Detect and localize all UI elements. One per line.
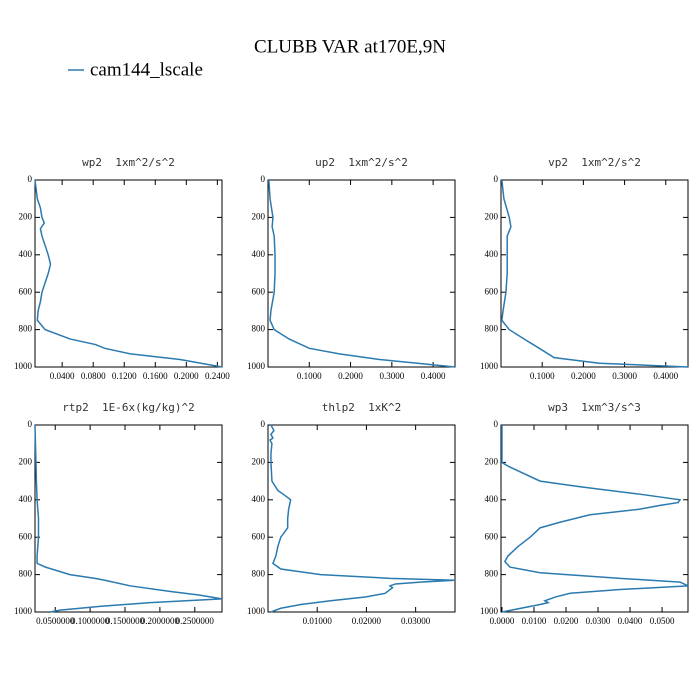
x-tick-label: 0.0000: [490, 616, 515, 626]
plot-frame: [500, 424, 689, 613]
y-tick-label: 800: [252, 324, 266, 334]
y-tick-label: 0: [261, 419, 266, 429]
x-tick-label: 0.0100: [522, 616, 547, 626]
y-tick-label: 400: [485, 249, 499, 259]
x-tick-label: 0.2500000: [176, 616, 215, 626]
x-tick-label: 0.1200: [112, 371, 137, 381]
y-tick-label: 200: [252, 456, 266, 466]
profile-line: [501, 179, 689, 368]
profile-line: [268, 424, 456, 613]
y-tick-label: 800: [485, 324, 499, 334]
x-tick-label: 0.2000: [338, 371, 363, 381]
y-tick-label: 800: [252, 569, 266, 579]
y-tick-label: 1000: [480, 606, 499, 616]
y-tick-label: 0: [494, 419, 499, 429]
x-tick-label: 0.0500000: [36, 616, 75, 626]
y-tick-label: 600: [485, 531, 499, 541]
x-tick-label: 0.1000000: [71, 616, 110, 626]
y-tick-label: 200: [19, 211, 33, 221]
y-tick-label: 600: [19, 286, 33, 296]
x-tick-label: 0.01000: [303, 616, 333, 626]
plot-frame: [34, 424, 223, 613]
y-tick-label: 600: [252, 286, 266, 296]
y-tick-label: 400: [19, 494, 33, 504]
x-tick-label: 0.1500000: [106, 616, 145, 626]
profile-line: [501, 425, 689, 613]
x-tick-label: 0.3000: [612, 371, 637, 381]
panel-title: up2 1xm^2/s^2: [315, 156, 408, 169]
x-tick-label: 0.1000: [297, 371, 322, 381]
y-tick-label: 1000: [14, 606, 33, 616]
x-tick-label: 0.03000: [401, 616, 431, 626]
x-tick-label: 0.2000000: [141, 616, 180, 626]
profile-line: [34, 424, 223, 613]
y-tick-label: 0: [28, 174, 33, 184]
x-tick-label: 0.0400: [618, 616, 643, 626]
y-tick-label: 0: [494, 174, 499, 184]
panel-title: wp2 1xm^2/s^2: [82, 156, 175, 169]
profile-line: [268, 179, 456, 368]
profile-line: [34, 179, 223, 368]
x-tick-label: 0.0800: [81, 371, 106, 381]
y-tick-label: 800: [19, 324, 33, 334]
plot-frame: [500, 179, 689, 368]
x-tick-label: 0.0500: [650, 616, 675, 626]
x-tick-label: 0.2400: [205, 371, 230, 381]
x-tick-label: 0.4000: [421, 371, 446, 381]
x-tick-label: 0.1600: [143, 371, 168, 381]
panel-title: wp3 1xm^3/s^3: [548, 401, 641, 414]
y-tick-label: 0: [261, 174, 266, 184]
panel-title: rtp2 1E-6x(kg/kg)^2: [62, 401, 194, 414]
x-tick-label: 0.4000: [653, 371, 678, 381]
y-tick-label: 200: [485, 456, 499, 466]
y-tick-label: 600: [485, 286, 499, 296]
y-tick-label: 0: [28, 419, 33, 429]
y-tick-label: 600: [252, 531, 266, 541]
x-tick-label: 0.1000: [530, 371, 555, 381]
x-tick-label: 0.0200: [554, 616, 579, 626]
figure-title: CLUBB VAR at170E,9N: [254, 36, 446, 57]
x-tick-label: 0.3000: [379, 371, 404, 381]
panel-title: vp2 1xm^2/s^2: [548, 156, 641, 169]
plot-frame: [267, 179, 456, 368]
legend-label: cam144_lscale: [90, 59, 203, 80]
x-tick-label: 0.0400: [50, 371, 75, 381]
x-tick-label: 0.2000: [174, 371, 199, 381]
y-tick-label: 400: [252, 494, 266, 504]
y-tick-label: 200: [485, 211, 499, 221]
y-tick-label: 400: [19, 249, 33, 259]
y-tick-label: 1000: [480, 361, 499, 371]
y-tick-label: 200: [19, 456, 33, 466]
y-tick-label: 1000: [247, 361, 266, 371]
y-tick-label: 600: [19, 531, 33, 541]
y-tick-label: 800: [19, 569, 33, 579]
plot-frame: [34, 179, 223, 368]
y-tick-label: 400: [485, 494, 499, 504]
x-tick-label: 0.02000: [352, 616, 382, 626]
y-tick-label: 400: [252, 249, 266, 259]
panel-title: thlp2 1xK^2: [322, 401, 401, 414]
y-tick-label: 1000: [247, 606, 266, 616]
y-tick-label: 200: [252, 211, 266, 221]
y-tick-label: 1000: [14, 361, 33, 371]
x-tick-label: 0.0300: [586, 616, 611, 626]
plot-frame: [267, 424, 456, 613]
y-tick-label: 800: [485, 569, 499, 579]
x-tick-label: 0.2000: [571, 371, 596, 381]
